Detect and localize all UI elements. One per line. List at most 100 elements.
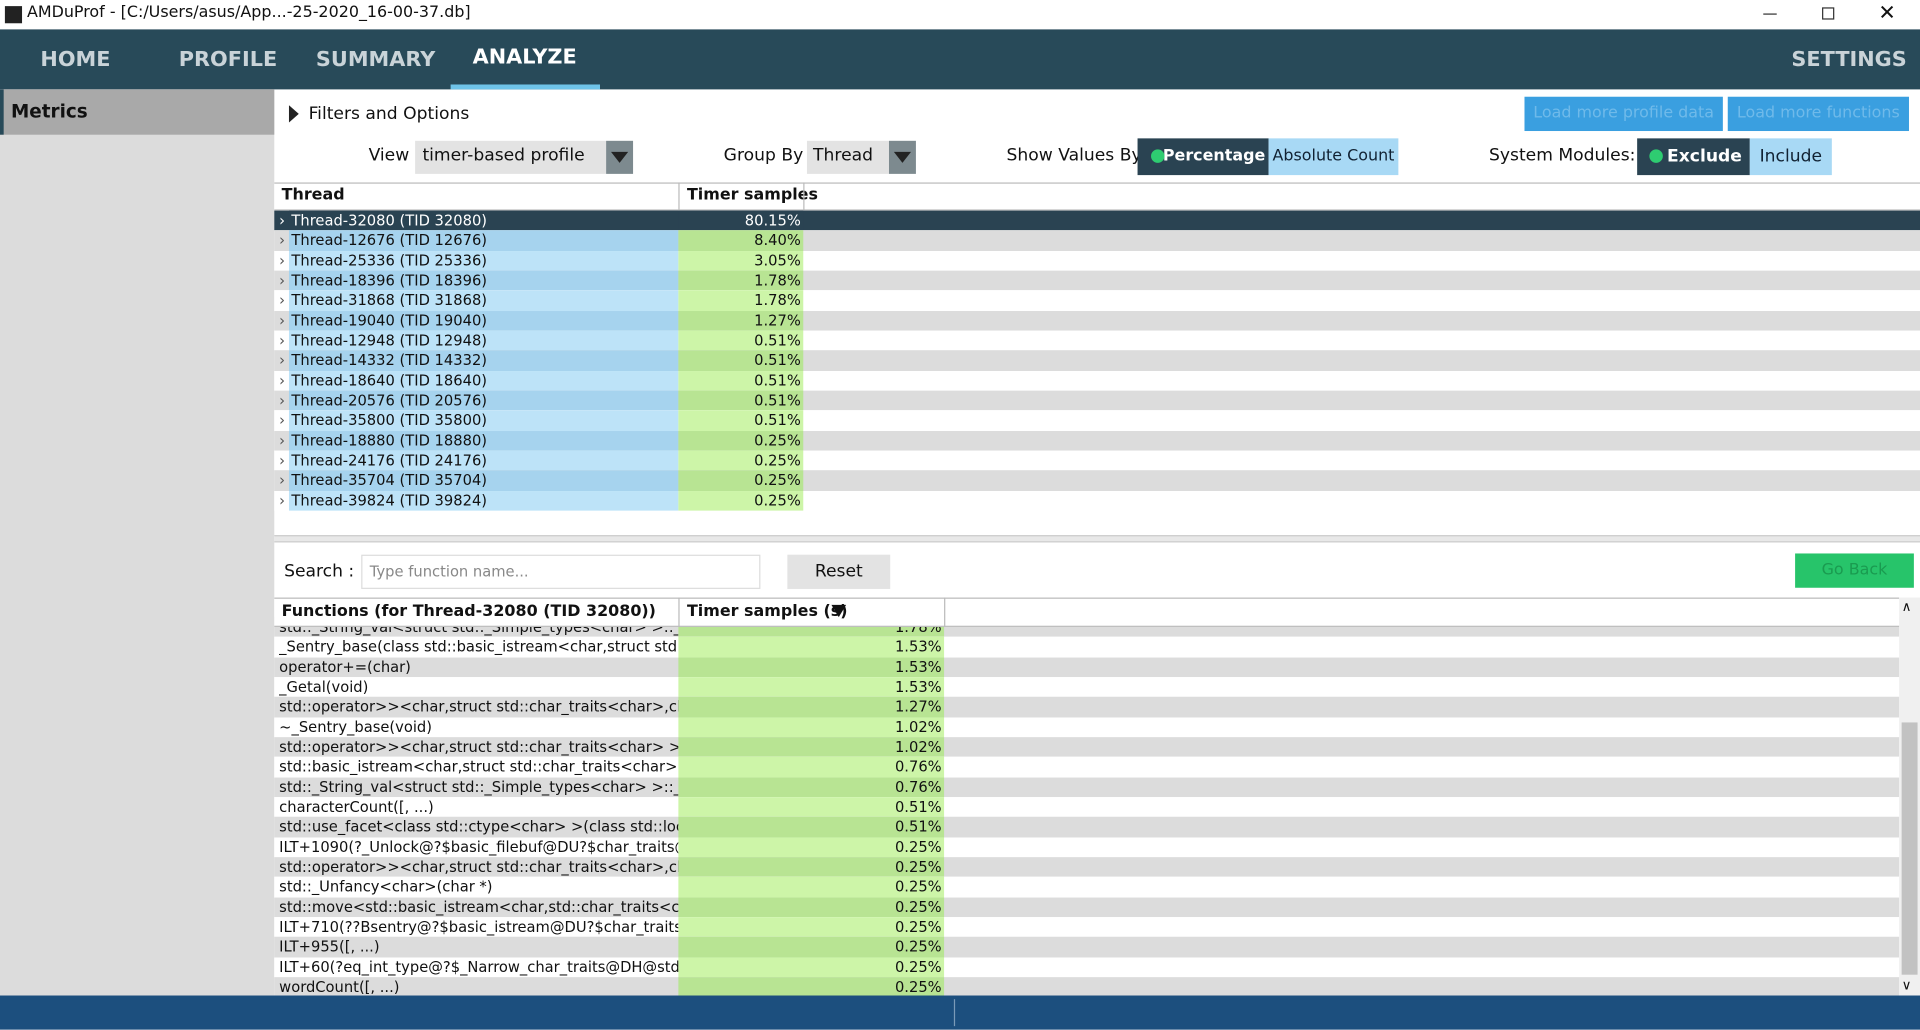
thread-name: Thread-39824 (TID 39824) bbox=[288, 490, 679, 511]
column-header[interactable]: Functions (for Thread-32080 (TID 32080)) bbox=[281, 602, 656, 621]
column-header[interactable]: Timer samples bbox=[686, 186, 818, 205]
status-divider bbox=[953, 999, 956, 1027]
column-header[interactable]: Timer samples (s) bbox=[686, 602, 848, 621]
function-name: std::move<std::basic_istream<char,std::c… bbox=[279, 898, 679, 916]
thread-row[interactable]: › Thread-18640 (TID 18640) 0.51% bbox=[274, 370, 1920, 391]
column-divider bbox=[678, 597, 680, 627]
thread-row[interactable]: › Thread-31868 (TID 31868) 1.78% bbox=[274, 290, 1920, 311]
function-name: std::_Unfancy<char>(char *) bbox=[279, 878, 493, 896]
nav-tab[interactable]: HOME bbox=[40, 47, 111, 73]
sort-arrow[interactable] bbox=[831, 604, 847, 618]
group-select[interactable]: Thread bbox=[806, 140, 889, 174]
load-profile-button[interactable]: Load more profile data bbox=[1524, 96, 1723, 132]
function-row[interactable]: std::_String_val<struct std::_Simple_typ… bbox=[274, 777, 1900, 798]
function-row[interactable]: std::operator>><char,struct std::char_tr… bbox=[274, 697, 1900, 718]
function-row[interactable]: ILT+1090(?_Unlock@?$basic_filebuf@DU?$ch… bbox=[274, 837, 1900, 858]
function-name: std::operator>><char,struct std::char_tr… bbox=[279, 738, 679, 756]
thread-row[interactable]: › Thread-35800 (TID 35800) 0.51% bbox=[274, 410, 1920, 431]
timer-samples: 0.51% bbox=[678, 350, 804, 371]
include-button[interactable]: Include bbox=[1749, 138, 1832, 176]
function-row[interactable]: characterCount([, ...) 0.51% bbox=[274, 797, 1900, 818]
column-header[interactable]: Thread bbox=[281, 186, 345, 205]
function-name: std::use_facet<class std::ctype<char> >(… bbox=[279, 818, 678, 836]
timer-samples: 1.53% bbox=[678, 657, 945, 678]
title-bar bbox=[0, 0, 1920, 30]
thread-row[interactable]: › Thread-39824 (TID 39824) 0.25% bbox=[274, 490, 1920, 511]
function-row[interactable]: std::basic_istream<char,struct std::char… bbox=[274, 757, 1900, 778]
thread-row[interactable]: › Thread-14332 (TID 14332) 0.51% bbox=[274, 350, 1920, 371]
thread-row[interactable]: › Thread-20576 (TID 20576) 0.51% bbox=[274, 390, 1920, 411]
go-back-button[interactable]: Go Back bbox=[1795, 553, 1914, 588]
function-row[interactable]: wordCount([, ...) 0.25% bbox=[274, 977, 1900, 998]
scrollbar-thumb[interactable] bbox=[1901, 722, 1918, 975]
function-name: std::operator>><char,struct std::char_tr… bbox=[279, 858, 678, 876]
maximize-button[interactable] bbox=[1822, 7, 1835, 20]
thread-row[interactable]: › Thread-12676 (TID 12676) 8.40% bbox=[274, 230, 1920, 251]
sidebar-item[interactable]: Metrics bbox=[0, 89, 275, 135]
thread-row[interactable]: › Thread-18396 (TID 18396) 1.78% bbox=[274, 270, 1920, 291]
function-row[interactable]: _Getal(void) 1.53% bbox=[274, 677, 1900, 698]
function-row[interactable]: ILT+60(?eq_int_type@?$_Narrow_char_trait… bbox=[274, 957, 1900, 978]
close-button[interactable]: ✕ bbox=[1878, 1, 1896, 26]
scroll-up[interactable]: ∧ bbox=[1901, 598, 1912, 615]
filters-toggle[interactable]: Filters and Options bbox=[308, 104, 470, 124]
selected-dot bbox=[1649, 149, 1663, 163]
function-name: ILT+710(??Bsentry@?$basic_istream@DU?$ch… bbox=[279, 918, 679, 936]
nav-tab[interactable]: ANALYZE bbox=[472, 45, 577, 70]
timer-samples: 0.25% bbox=[678, 837, 945, 858]
timer-samples: 1.53% bbox=[678, 637, 945, 658]
thread-name: Thread-14332 (TID 14332) bbox=[288, 350, 679, 371]
scroll-down[interactable]: ∨ bbox=[1901, 977, 1912, 994]
nav-bar bbox=[0, 29, 1920, 90]
timer-samples: 0.25% bbox=[678, 957, 945, 978]
function-row[interactable]: ~_Sentry_base(void) 1.02% bbox=[274, 717, 1900, 738]
timer-samples: 0.25% bbox=[678, 857, 945, 878]
timer-samples: 0.25% bbox=[678, 917, 945, 938]
thread-row[interactable]: › Thread-35704 (TID 35704) 0.25% bbox=[274, 470, 1920, 491]
nav-tab[interactable]: SUMMARY bbox=[315, 47, 436, 73]
function-row[interactable]: operator+=(char) 1.53% bbox=[274, 657, 1900, 678]
thread-row[interactable]: › Thread-12948 (TID 12948) 0.51% bbox=[274, 330, 1920, 351]
table-header bbox=[274, 182, 1920, 211]
function-row[interactable]: std::operator>><char,struct std::char_tr… bbox=[274, 737, 1900, 758]
sidebar bbox=[0, 89, 275, 996]
nav-tab[interactable]: PROFILE bbox=[178, 47, 278, 73]
load-functions-button[interactable]: Load more functions bbox=[1727, 96, 1909, 132]
thread-row[interactable]: › Thread-18880 (TID 18880) 0.25% bbox=[274, 430, 1920, 451]
expand-chevron: › bbox=[279, 431, 286, 449]
timer-samples: 8.40% bbox=[678, 230, 804, 251]
function-row[interactable]: _Sentry_base(class std::basic_istream<ch… bbox=[274, 637, 1900, 658]
search-input[interactable]: Type function name... bbox=[361, 554, 761, 589]
thread-row[interactable]: › Thread-24176 (TID 24176) 0.25% bbox=[274, 450, 1920, 471]
thread-name: Thread-24176 (TID 24176) bbox=[288, 450, 679, 471]
function-name: std::basic_istream<char,struct std::char… bbox=[279, 758, 678, 776]
expand-chevron: › bbox=[279, 291, 286, 309]
thread-row[interactable]: › Thread-19040 (TID 19040) 1.27% bbox=[274, 310, 1920, 331]
expand-arrow[interactable] bbox=[288, 105, 299, 123]
expand-chevron: › bbox=[279, 271, 286, 289]
expand-chevron: › bbox=[279, 471, 286, 489]
values-label: Show Values By bbox=[1006, 145, 1142, 166]
minimize-button[interactable] bbox=[1763, 13, 1777, 15]
function-row[interactable]: std::operator>><char,struct std::char_tr… bbox=[274, 857, 1900, 878]
settings-tab[interactable]: SETTINGS bbox=[1791, 47, 1907, 73]
function-row[interactable]: ILT+710(??Bsentry@?$basic_istream@DU?$ch… bbox=[274, 917, 1900, 938]
splitter[interactable] bbox=[274, 535, 1920, 543]
function-row[interactable]: std::use_facet<class std::ctype<char> >(… bbox=[274, 817, 1900, 838]
function-row[interactable]: std::_Unfancy<char>(char *) 0.25% bbox=[274, 877, 1900, 898]
function-row[interactable]: std::move<std::basic_istream<char,std::c… bbox=[274, 897, 1900, 918]
thread-row[interactable]: › Thread-25336 (TID 25336) 3.05% bbox=[274, 250, 1920, 271]
timer-samples: 3.05% bbox=[678, 250, 804, 271]
timer-samples: 0.51% bbox=[678, 330, 804, 351]
timer-samples: 0.76% bbox=[678, 757, 945, 778]
thread-row[interactable]: › Thread-32080 (TID 32080) 80.15% bbox=[274, 210, 1920, 231]
view-select[interactable]: timer-based profile bbox=[415, 140, 607, 174]
status-bar bbox=[0, 995, 1920, 1030]
absolute-count-button[interactable]: Absolute Count bbox=[1268, 138, 1399, 176]
reset-button[interactable]: Reset bbox=[787, 554, 891, 589]
function-name: _Sentry_base(class std::basic_istream<ch… bbox=[279, 638, 679, 656]
function-row[interactable]: ILT+955([, ...) 0.25% bbox=[274, 937, 1900, 958]
exclude-button[interactable]: Exclude bbox=[1637, 138, 1750, 176]
function-name: characterCount([, ...) bbox=[279, 798, 434, 816]
percentage-button[interactable]: Percentage bbox=[1137, 138, 1269, 176]
